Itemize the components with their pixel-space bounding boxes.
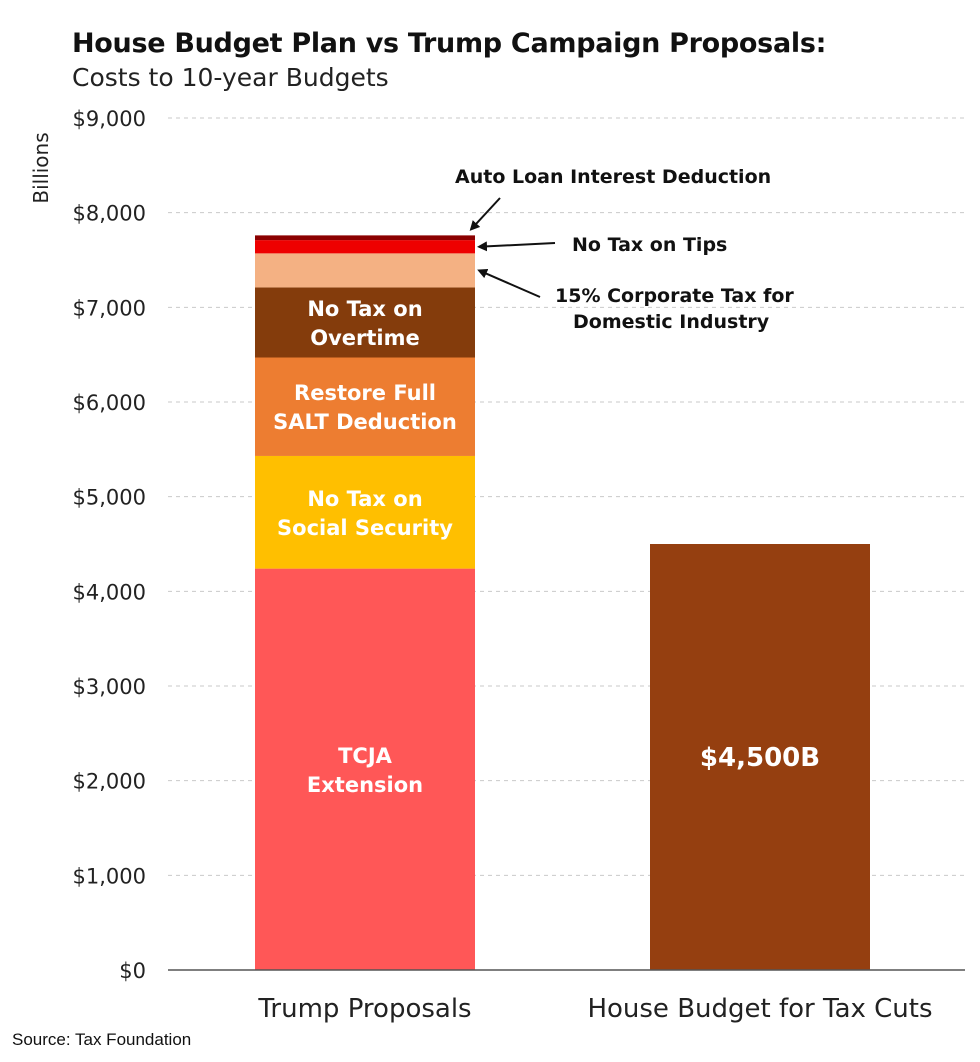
y-tick-label: $2,000 bbox=[73, 770, 146, 794]
bar-segment-house-budget-for-tax-cuts bbox=[650, 544, 870, 970]
y-tick-label: $8,000 bbox=[73, 202, 146, 226]
segment-label: TCJA bbox=[338, 744, 393, 768]
bar-segment-tcja-extension bbox=[255, 568, 475, 970]
bar-segment-no-tax-on-tips bbox=[255, 240, 475, 254]
annotation-label: Auto Loan Interest Deduction bbox=[455, 166, 771, 188]
y-tick-label: $0 bbox=[119, 959, 146, 983]
annotation-label: Domestic Industry bbox=[573, 311, 770, 333]
segment-label: Overtime bbox=[310, 326, 420, 350]
y-tick-label: $4,000 bbox=[73, 580, 146, 604]
y-tick-label: $6,000 bbox=[73, 391, 146, 415]
segment-label: Social Security bbox=[277, 516, 453, 540]
segment-label: Extension bbox=[307, 773, 423, 797]
bar-segment-restore-full-salt-deduction bbox=[255, 357, 475, 456]
segment-label: $4,500B bbox=[700, 743, 820, 773]
segment-label: No Tax on bbox=[307, 297, 422, 321]
segment-label: No Tax on bbox=[307, 487, 422, 511]
y-tick-label: $5,000 bbox=[73, 486, 146, 510]
bar-segment-no-tax-on-overtime bbox=[255, 287, 475, 358]
segment-label: Restore Full bbox=[294, 381, 436, 405]
annotations: 15% Corporate Tax for Domestic Industry No… bbox=[455, 166, 794, 333]
x-axis-categories: Trump Proposals House Budget for Tax Cuts bbox=[257, 994, 932, 1024]
bars bbox=[255, 235, 870, 970]
chart-title: House Budget Plan vs Trump Campaign Prop… bbox=[72, 28, 827, 59]
x-category-label: House Budget for Tax Cuts bbox=[587, 994, 932, 1024]
annotation-arrow bbox=[469, 197, 501, 231]
y-tick-label: $1,000 bbox=[73, 864, 146, 888]
segment-labels: TCJA Extension No Tax on Social Security Res… bbox=[273, 297, 820, 797]
bar-segment-auto-loan-interest-deduction bbox=[255, 235, 475, 241]
bar-segment-no-tax-on-social-security bbox=[255, 455, 475, 569]
chart-subtitle: Costs to 10-year Budgets bbox=[72, 63, 389, 92]
y-tick-label: $3,000 bbox=[73, 675, 146, 699]
source-note: Source: Tax Foundation bbox=[12, 1030, 192, 1049]
segment-label: SALT Deduction bbox=[273, 410, 457, 434]
y-tick-label: $9,000 bbox=[73, 107, 146, 131]
y-axis-label: Billions bbox=[29, 132, 53, 203]
annotation-arrow bbox=[477, 241, 556, 252]
x-category-label: Trump Proposals bbox=[257, 994, 471, 1024]
y-axis-ticks: $0 $1,000 $2,000 $3,000 $4,000 $5,000 $6,000 $7… bbox=[73, 107, 146, 983]
annotation-label: No Tax on Tips bbox=[572, 234, 727, 256]
annotation-label: 15% Corporate Tax for bbox=[555, 285, 794, 307]
bar-segment-15-corporate-tax-for-domestic-industry bbox=[255, 253, 475, 288]
y-tick-label: $7,000 bbox=[73, 296, 146, 320]
annotation-arrow bbox=[477, 269, 541, 298]
